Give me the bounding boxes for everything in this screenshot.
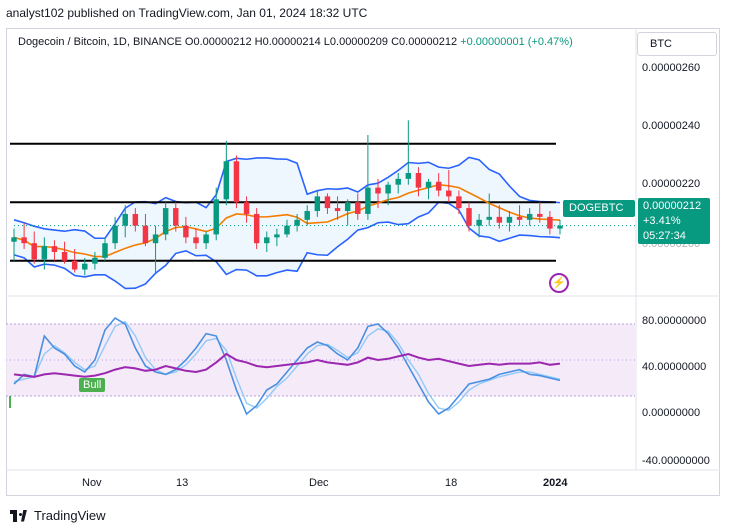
candle-body — [82, 263, 88, 270]
candle-body — [557, 225, 563, 229]
candle-body — [41, 246, 48, 260]
candle-body — [183, 225, 189, 238]
bull-label: Bull — [79, 378, 106, 392]
candle-body — [446, 190, 452, 197]
candle-body — [274, 234, 280, 238]
tradingview-logo-icon[interactable] — [10, 509, 28, 522]
candle-body — [466, 208, 472, 226]
bar-countdown: 05:27:34 — [643, 230, 686, 242]
low-value: L0.00000209 — [323, 36, 389, 48]
candle-body — [213, 199, 219, 235]
rsi-axis-tick: 40.00000000 — [642, 361, 707, 373]
candle-body — [344, 202, 351, 212]
candle-body — [405, 173, 412, 179]
price-axis-tick: 0.00000240 — [642, 120, 701, 132]
symbol-tag: DOGEBTC — [563, 200, 635, 217]
candle-body — [415, 173, 422, 188]
candle-body — [162, 208, 169, 235]
candle-body — [375, 187, 381, 194]
time-axis-tick: 2024 — [543, 477, 568, 489]
candle-body — [71, 260, 78, 270]
price-axis-tick: 0.00000260 — [642, 62, 701, 74]
candle-body — [11, 237, 17, 242]
candle-body — [173, 208, 179, 226]
stoch-d-line — [13, 320, 561, 412]
candle-body — [61, 251, 68, 261]
candle-body — [334, 208, 341, 212]
close-value: C0.00000212 — [391, 36, 458, 48]
candle-body — [21, 237, 27, 244]
candle-body — [506, 216, 513, 223]
candle-body — [243, 202, 250, 214]
candle-body — [223, 161, 230, 200]
candle-body — [365, 187, 371, 214]
candle-body — [112, 225, 118, 244]
time-axis-tick: Nov — [82, 477, 102, 489]
brand-name[interactable]: TradingView — [34, 508, 106, 523]
time-axis-tick: 13 — [176, 477, 189, 489]
rsi-line — [13, 352, 561, 378]
candle-body — [385, 184, 391, 194]
candle-body — [142, 225, 149, 244]
candle-body — [264, 237, 270, 244]
candle-body — [314, 196, 321, 212]
candle-body — [486, 216, 492, 220]
candle-body — [324, 196, 331, 209]
candle-body — [355, 202, 361, 214]
last-price: 0.00000212 — [643, 200, 702, 212]
rsi-axis-tick: -40.00000000 — [642, 455, 710, 467]
candle-body — [294, 219, 300, 226]
chart-frame — [6, 28, 720, 496]
candle-body — [304, 211, 310, 220]
candle-body — [526, 213, 533, 220]
candle-body — [547, 216, 553, 229]
candle-body — [102, 243, 108, 258]
candle-body — [122, 213, 128, 226]
open-value: O0.00000212 — [184, 36, 252, 48]
currency-button[interactable]: BTC — [637, 32, 717, 56]
time-axis-tick: 18 — [445, 477, 458, 489]
footer: TradingView — [10, 508, 106, 523]
change-value: +0.00000001 (+0.47%) — [460, 36, 573, 48]
candle-body — [537, 213, 543, 217]
candle-body — [284, 225, 290, 235]
candle-body — [476, 219, 482, 226]
candle-body — [51, 246, 58, 252]
candle-body — [92, 257, 98, 264]
candle-body — [253, 213, 260, 244]
candle-body — [152, 234, 159, 244]
stoch-k-line — [13, 316, 561, 416]
last-change-pct: +3.41% — [643, 215, 681, 227]
candle-body — [193, 237, 199, 244]
rsi-axis-tick: 80.00000000 — [642, 315, 707, 327]
candle-body — [395, 178, 401, 185]
symbol-legend: Dogecoin / Bitcoin, 1D, BINANCE O0.00000… — [18, 36, 573, 48]
rsi-axis-tick: 0.00000000 — [642, 407, 701, 419]
candle-body — [425, 181, 432, 188]
last-price-tag: 0.00000212 +3.41% 05:27:34 — [638, 198, 710, 244]
candle-body — [31, 243, 37, 260]
symbol-title[interactable]: Dogecoin / Bitcoin, 1D, BINANCE — [18, 36, 182, 48]
high-value: H0.00000214 — [254, 36, 321, 48]
time-axis-tick: Dec — [309, 477, 329, 489]
candle-body — [516, 216, 523, 220]
candle-body — [456, 196, 462, 209]
lightning-icon[interactable]: ⚡ — [549, 273, 569, 293]
candle-body — [203, 234, 209, 244]
publish-line: analyst102 published on TradingView.com,… — [6, 6, 368, 20]
candle-body — [233, 161, 240, 203]
candle-body — [132, 213, 139, 226]
price-axis-tick: 0.00000220 — [642, 178, 701, 190]
candle-body — [435, 181, 442, 191]
candle-body — [496, 216, 503, 223]
